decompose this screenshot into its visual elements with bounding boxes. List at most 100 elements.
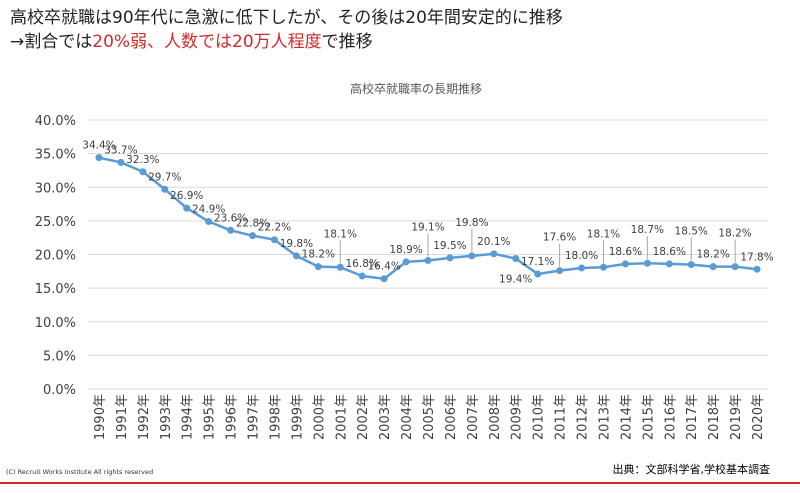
- footer-divider: [0, 482, 800, 484]
- x-tick-label: 1993年: [159, 394, 174, 440]
- data-label: 33.7%: [104, 144, 137, 156]
- data-point: [336, 263, 344, 271]
- data-label: 19.8%: [280, 238, 313, 250]
- data-label: 20.1%: [477, 236, 510, 248]
- x-tick-label: 1992年: [137, 394, 152, 440]
- data-point: [270, 236, 278, 244]
- headline-line-2: →割合では20%弱、人数では20万人程度で推移: [10, 30, 563, 54]
- x-tick-label: 2018年: [707, 394, 722, 440]
- x-tick-label: 1991年: [115, 394, 130, 440]
- y-tick-label: 30.0%: [35, 181, 76, 196]
- x-tick-label: 2009年: [510, 394, 525, 440]
- data-label: 26.9%: [170, 190, 203, 202]
- data-label: 19.5%: [433, 240, 466, 252]
- data-label: 19.1%: [411, 222, 444, 234]
- data-point: [643, 259, 651, 267]
- data-label: 18.1%: [324, 228, 357, 240]
- data-point: [468, 252, 476, 260]
- data-point: [446, 254, 454, 262]
- data-label: 19.4%: [499, 274, 532, 286]
- data-label: 23.6%: [214, 212, 247, 224]
- x-tick-label: 1998年: [268, 394, 283, 440]
- data-point: [599, 263, 607, 271]
- data-label: 22.2%: [258, 222, 291, 234]
- headline: 高校卒就職は90年代に急激に低下したが、その後は20年間安定的に推移 →割合では…: [10, 6, 563, 54]
- data-point: [139, 168, 147, 176]
- x-tick-label: 2001年: [334, 394, 349, 440]
- data-point: [249, 232, 257, 240]
- y-tick-label: 10.0%: [35, 316, 76, 331]
- y-tick-label: 20.0%: [35, 249, 76, 264]
- x-tick-label: 2013年: [597, 394, 612, 440]
- y-tick-label: 5.0%: [43, 349, 76, 364]
- x-tick-label: 1994年: [181, 394, 196, 440]
- data-label: 19.8%: [455, 217, 488, 229]
- data-label: 18.6%: [653, 246, 686, 258]
- data-label: 16.8%: [346, 258, 379, 270]
- data-label: 18.9%: [389, 244, 422, 256]
- data-point: [665, 260, 673, 268]
- data-point: [95, 154, 103, 162]
- x-tick-label: 2006年: [444, 394, 459, 440]
- data-point: [424, 257, 432, 265]
- data-point: [227, 226, 235, 234]
- data-label: 29.7%: [148, 171, 181, 183]
- headline-line-2-highlight: 20%弱、人数では20万人程度: [92, 32, 322, 52]
- x-tick-label: 2011年: [554, 394, 569, 440]
- data-point: [490, 250, 498, 258]
- data-point: [753, 265, 761, 273]
- x-tick-label: 2020年: [751, 394, 766, 440]
- data-point: [402, 258, 410, 266]
- data-point: [117, 158, 125, 166]
- x-axis-ticks: 1990年 1991年 1992年 1993年 1994年 1995年 1996年 1997年…: [93, 394, 766, 440]
- data-point: [161, 185, 169, 193]
- data-point: [731, 263, 739, 271]
- data-label: 32.3%: [126, 154, 159, 166]
- data-point: [709, 263, 717, 271]
- data-label: 18.2%: [696, 249, 729, 261]
- x-tick-label: 2015年: [641, 394, 656, 440]
- x-tick-label: 2002年: [356, 394, 371, 440]
- data-label: 17.1%: [521, 256, 554, 268]
- data-point: [621, 260, 629, 268]
- data-label: 18.0%: [565, 250, 598, 262]
- data-label-layer: 34.4%33.7%32.3% 29.7% 26.9% 24.9%23.6%22.8%…: [82, 140, 773, 286]
- x-tick-label: 2000年: [312, 394, 327, 440]
- x-tick-label: 2007年: [466, 394, 481, 440]
- data-label: 34.4%: [82, 140, 115, 152]
- x-tick-label: 2005年: [422, 394, 437, 440]
- data-point: [534, 270, 542, 278]
- y-tick-label: 35.0%: [35, 148, 76, 163]
- x-tick-label: 2010年: [532, 394, 547, 440]
- x-tick-label: 2016年: [663, 394, 678, 440]
- series-layer: [95, 154, 761, 283]
- x-tick-label: 2014年: [619, 394, 634, 440]
- x-tick-label: 1996年: [225, 394, 240, 440]
- data-label: 18.5%: [675, 226, 708, 238]
- x-tick-label: 2012年: [576, 394, 591, 440]
- y-tick-label: 40.0%: [35, 114, 76, 129]
- data-label: 17.8%: [740, 251, 773, 263]
- headline-line-1: 高校卒就職は90年代に急激に低下したが、その後は20年間安定的に推移: [10, 8, 563, 28]
- copyright-notice: (C) Recruit Works Institute All rights r…: [6, 468, 154, 476]
- x-tick-label: 1999年: [290, 394, 305, 440]
- x-tick-label: 2017年: [685, 394, 700, 440]
- data-point: [292, 252, 300, 260]
- x-tick-label: 2004年: [400, 394, 415, 440]
- data-label: 17.6%: [543, 232, 576, 244]
- data-point: [512, 255, 520, 263]
- data-point: [314, 263, 322, 271]
- data-label: 16.4%: [367, 261, 400, 273]
- x-tick-label: 1997年: [247, 394, 262, 440]
- data-label: 18.2%: [302, 249, 335, 261]
- y-tick-label: 25.0%: [35, 215, 76, 230]
- data-point: [687, 261, 695, 269]
- x-tick-label: 1995年: [203, 394, 218, 440]
- data-label: 18.7%: [631, 224, 664, 236]
- x-tick-label: 2008年: [488, 394, 503, 440]
- y-tick-label: 15.0%: [35, 282, 76, 297]
- headline-line-2-suffix: で推移: [321, 32, 373, 52]
- y-axis-ticks: 0.0% 5.0% 10.0% 15.0% 20.0% 25.0% 30.0% 35.0% 40…: [35, 114, 76, 398]
- data-label: 18.1%: [587, 228, 620, 240]
